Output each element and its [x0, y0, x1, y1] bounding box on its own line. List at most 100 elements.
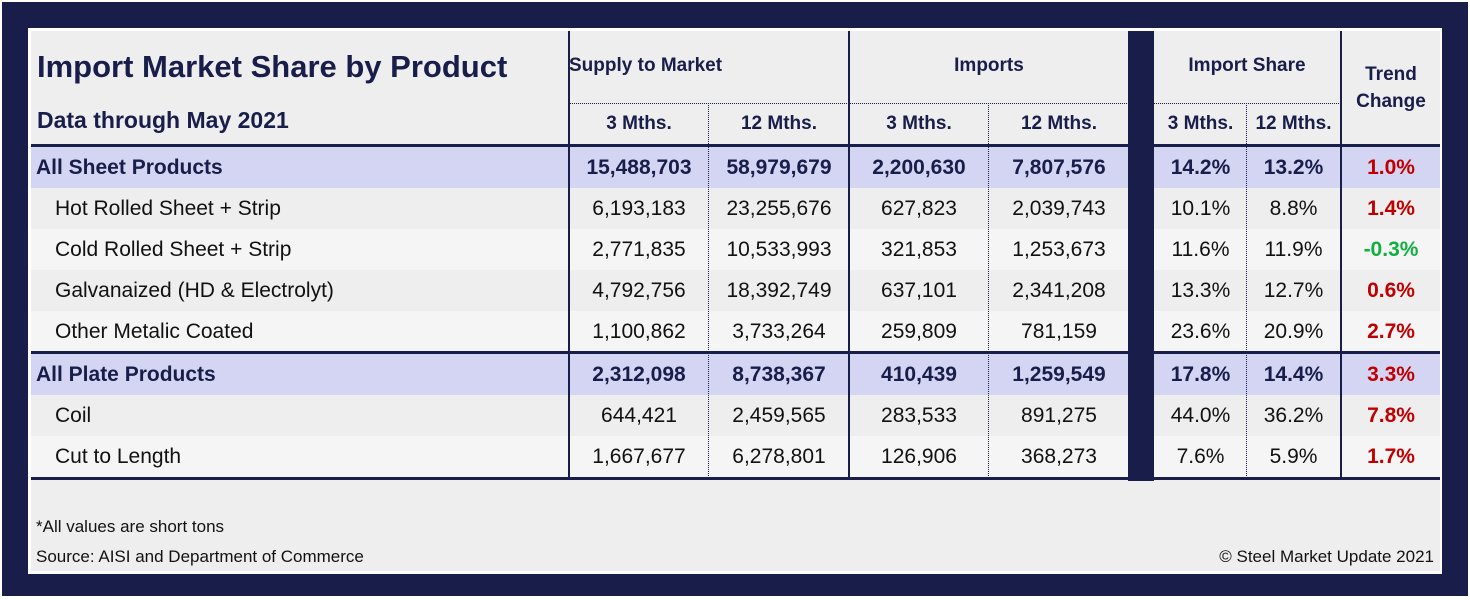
section-divider — [1154, 351, 1440, 354]
column-divider-dotted — [1246, 103, 1247, 478]
imports-12mths: 368,273 — [1021, 445, 1097, 468]
row-label: Other Metalic Coated — [55, 320, 254, 343]
table-panel: STEEL MARKET UPDATE part of the CRU Grou… — [28, 28, 1442, 574]
trend-change: 7.8% — [1367, 404, 1415, 427]
row-label: Galvanaized (HD & Electrolyt) — [55, 279, 334, 302]
imports-3mths: 627,823 — [881, 197, 957, 220]
column-gap — [1128, 31, 1154, 481]
share-3mths: 17.8% — [1170, 363, 1231, 386]
row-label: All Sheet Products — [36, 156, 223, 179]
trend-change: 2.7% — [1367, 320, 1415, 343]
table-row: Coil 644,421 2,459,565 283,533 891,275 4… — [31, 395, 1440, 436]
supply-3mths: 1,100,862 — [592, 320, 686, 343]
imports-3mths: 410,439 — [881, 363, 957, 386]
table-body: STEEL MARKET UPDATE part of the CRU Grou… — [31, 31, 1440, 571]
share-12mths: 8.8% — [1269, 197, 1318, 220]
section-divider — [31, 351, 1128, 354]
table-row: Cold Rolled Sheet + Strip 2,771,835 10,5… — [31, 229, 1440, 270]
imports-12mths: 891,275 — [1021, 404, 1097, 427]
table-row: Galvanaized (HD & Electrolyt) 4,792,756 … — [31, 270, 1440, 311]
column-divider — [568, 31, 570, 480]
trend-change: 1.7% — [1367, 445, 1415, 468]
share-3mths: 10.1% — [1170, 197, 1231, 220]
supply-12mths: 58,979,679 — [726, 156, 832, 179]
column-divider — [1340, 31, 1342, 480]
header-share-12mths: 12 Mths. — [1255, 113, 1332, 134]
imports-12mths: 781,159 — [1021, 320, 1097, 343]
share-12mths: 12.7% — [1263, 279, 1324, 302]
page-subtitle: Data through May 2021 — [37, 107, 289, 133]
trend-change: 3.3% — [1367, 363, 1415, 386]
row-label: Cut to Length — [55, 445, 182, 468]
share-3mths: 11.6% — [1171, 238, 1230, 261]
row-label: All Plate Products — [36, 363, 216, 386]
table-row: Cut to Length 1,667,677 6,278,801 126,90… — [31, 436, 1440, 477]
copyright: © Steel Market Update 2021 — [1219, 547, 1434, 566]
share-3mths: 14.2% — [1170, 156, 1231, 179]
share-12mths: 13.2% — [1263, 156, 1324, 179]
imports-3mths: 2,200,630 — [872, 156, 966, 179]
supply-3mths: 4,792,756 — [592, 279, 686, 302]
supply-3mths: 644,421 — [601, 404, 677, 427]
column-divider — [848, 31, 850, 480]
imports-12mths: 1,259,549 — [1012, 363, 1106, 386]
supply-3mths: 2,771,835 — [592, 238, 686, 261]
trend-change: 1.0% — [1367, 156, 1415, 179]
header-imports: Imports — [954, 55, 1024, 76]
imports-12mths: 2,039,743 — [1012, 197, 1106, 220]
supply-3mths: 15,488,703 — [586, 156, 692, 179]
share-3mths: 44.0% — [1170, 404, 1231, 427]
imports-3mths: 637,101 — [881, 279, 957, 302]
header-import-share: Import Share — [1188, 55, 1306, 76]
trend-change: 1.4% — [1367, 197, 1415, 220]
table-row-all-sheet: All Sheet Products 15,488,703 58,979,679… — [31, 147, 1440, 188]
imports-3mths: 259,809 — [881, 320, 957, 343]
header-bottom-border — [31, 144, 1440, 147]
imports-12mths: 2,341,208 — [1012, 279, 1106, 302]
supply-12mths: 2,459,565 — [732, 404, 826, 427]
header-supply-3mths: 3 Mths. — [606, 113, 672, 134]
trend-change: 0.6% — [1367, 279, 1415, 302]
share-3mths: 13.3% — [1170, 279, 1231, 302]
units-note: *All values are short tons — [36, 517, 225, 536]
imports-12mths: 7,807,576 — [1012, 156, 1106, 179]
share-12mths: 5.9% — [1269, 445, 1318, 468]
share-12mths: 11.9% — [1264, 238, 1323, 261]
header-trend-change: Trend Change — [1356, 64, 1426, 112]
supply-12mths: 10,533,993 — [726, 238, 832, 261]
table-row: Other Metalic Coated 1,100,862 3,733,264… — [31, 311, 1440, 352]
supply-12mths: 23,255,676 — [726, 197, 832, 220]
header-divider — [1154, 103, 1341, 104]
column-divider-dotted — [988, 103, 989, 478]
supply-12mths: 18,392,749 — [726, 279, 832, 302]
supply-3mths: 6,193,183 — [592, 197, 686, 220]
imports-12mths: 1,253,673 — [1012, 238, 1106, 261]
page-title: Import Market Share by Product — [37, 49, 508, 84]
share-12mths: 36.2% — [1263, 404, 1324, 427]
imports-3mths: 283,533 — [881, 404, 957, 427]
supply-12mths: 3,733,264 — [732, 320, 826, 343]
header-supply-12mths: 12 Mths. — [740, 113, 818, 134]
header-imports-12mths: 12 Mths. — [1020, 113, 1098, 134]
table-row-all-plate: All Plate Products 2,312,098 8,738,367 4… — [31, 354, 1440, 395]
header-imports-3mths: 3 Mths. — [886, 113, 952, 134]
supply-3mths: 1,667,677 — [592, 445, 686, 468]
row-label: Cold Rolled Sheet + Strip — [55, 238, 292, 261]
share-3mths: 23.6% — [1170, 320, 1231, 343]
imports-3mths: 321,853 — [881, 238, 957, 261]
header-supply-to-market: Supply to Market — [569, 55, 723, 76]
supply-12mths: 8,738,367 — [732, 363, 826, 386]
share-3mths: 7.6% — [1176, 445, 1225, 468]
trend-change: -0.3% — [1363, 238, 1419, 261]
source-note: Source: AISI and Department of Commerce — [36, 547, 364, 566]
share-12mths: 14.4% — [1263, 363, 1324, 386]
table-row: Hot Rolled Sheet + Strip 6,193,183 23,25… — [31, 188, 1440, 229]
supply-12mths: 6,278,801 — [732, 445, 826, 468]
header-share-3mths: 3 Mths. — [1167, 113, 1234, 134]
imports-3mths: 126,906 — [881, 445, 957, 468]
row-label: Hot Rolled Sheet + Strip — [55, 197, 281, 220]
row-label: Coil — [55, 404, 92, 427]
share-12mths: 20.9% — [1263, 320, 1324, 343]
supply-3mths: 2,312,098 — [592, 363, 686, 386]
